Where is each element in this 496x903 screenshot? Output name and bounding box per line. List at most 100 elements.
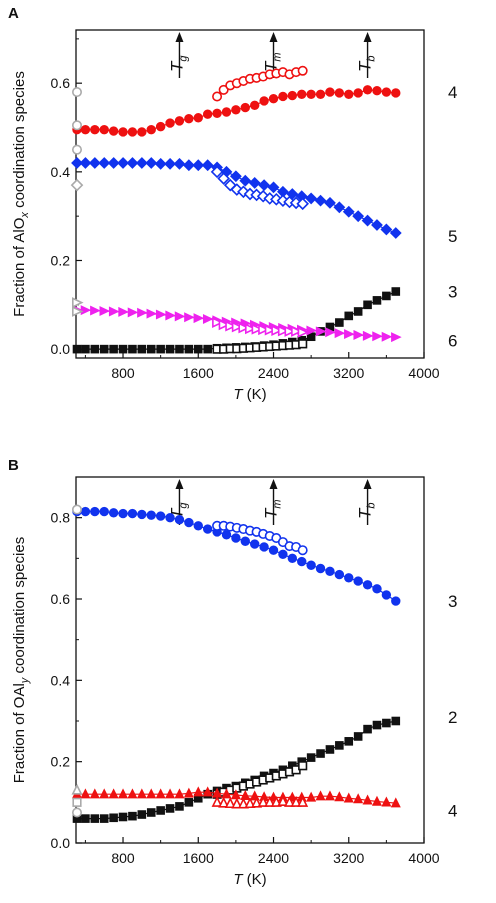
x-tick-label: 3200 — [333, 365, 364, 381]
series-exp-triangle- — [72, 297, 84, 317]
y-tick-label: 0.6 — [51, 591, 71, 607]
data-point — [306, 325, 318, 336]
data-point — [315, 326, 327, 337]
series-exp-circle- — [72, 504, 83, 515]
data-point — [268, 94, 279, 104]
data-point — [297, 89, 307, 99]
data-point — [212, 317, 224, 329]
data-point — [72, 87, 83, 98]
data-point — [156, 806, 165, 815]
data-point — [165, 512, 175, 523]
data-point — [109, 344, 118, 354]
data-point — [108, 126, 119, 136]
data-point — [174, 515, 185, 525]
data-point — [372, 86, 382, 96]
marker-label-sub: m — [272, 499, 284, 508]
data-point — [193, 313, 205, 324]
data-point — [118, 127, 128, 137]
data-point — [325, 327, 336, 338]
y-axis-label-main: Fraction of AlO — [11, 218, 28, 317]
plot-frame — [75, 29, 425, 359]
data-point — [90, 125, 100, 135]
data-point — [118, 306, 129, 317]
x-tick-label: 1600 — [183, 365, 214, 381]
data-point — [381, 331, 393, 342]
data-point — [391, 332, 402, 343]
data-point — [244, 797, 256, 809]
panel-a: A 800 1600 2400 3200 4000 0.0 0.2 0.4 0.6 T (K) Fr… — [8, 5, 457, 403]
data-point — [287, 90, 298, 101]
data-point — [99, 814, 109, 823]
data-point — [72, 807, 83, 818]
data-point — [334, 791, 345, 802]
x-axis-label-unit: (K) — [243, 871, 267, 888]
marker-label: Tb — [356, 502, 378, 519]
data-point — [90, 814, 100, 823]
data-point — [391, 596, 401, 606]
data-point — [155, 309, 167, 320]
marker-arrow-head — [175, 32, 184, 42]
data-point — [353, 576, 363, 586]
data-point — [79, 157, 92, 169]
data-point — [127, 508, 138, 519]
data-point — [173, 157, 186, 170]
series-end-label: 4 — [448, 83, 457, 102]
marker-label-sub: m — [272, 52, 284, 61]
data-point — [70, 178, 84, 192]
y-axis-label-sub: x — [19, 212, 31, 219]
data-point — [137, 509, 147, 520]
y-tick-label: 0.4 — [51, 672, 71, 688]
data-point — [217, 172, 230, 185]
data-point — [193, 521, 203, 531]
data-point — [371, 219, 383, 231]
data-point — [202, 314, 214, 324]
data-point — [211, 795, 223, 807]
series-6 — [72, 305, 402, 343]
data-point — [72, 297, 84, 309]
panel-a-letter: A — [8, 5, 19, 22]
marker-label: Tm — [262, 499, 284, 519]
data-point — [315, 790, 326, 801]
data-point — [72, 120, 83, 131]
data-point — [240, 790, 251, 801]
x-tick-label: 2400 — [258, 850, 289, 866]
data-point — [239, 174, 252, 187]
data-point — [80, 788, 91, 799]
data-point — [184, 312, 195, 323]
data-point — [146, 344, 156, 354]
data-point — [298, 761, 308, 771]
data-point — [324, 196, 336, 209]
data-point — [145, 157, 158, 169]
data-point — [324, 790, 335, 801]
data-point — [277, 795, 289, 807]
data-point — [344, 737, 354, 746]
data-point — [352, 210, 365, 223]
data-point — [362, 85, 373, 95]
y-tick-label: 0.0 — [51, 835, 71, 851]
x-tick-label: 4000 — [408, 365, 439, 381]
data-point — [264, 795, 276, 807]
data-point — [264, 324, 277, 336]
y-tick-label: 0.0 — [51, 341, 71, 357]
x-tick-label: 4000 — [408, 850, 439, 866]
series-3-open- — [212, 339, 308, 354]
data-point — [202, 524, 213, 534]
data-point — [250, 100, 260, 111]
series-exp-square- — [72, 797, 82, 807]
data-point — [258, 324, 270, 336]
series-end-label: 3 — [448, 592, 457, 611]
marker-arrow-head — [363, 479, 372, 489]
data-point — [296, 197, 310, 211]
x-axis-label-main: T — [233, 386, 244, 403]
data-point — [164, 157, 176, 170]
data-point — [382, 718, 391, 728]
data-point — [155, 511, 166, 521]
series-end-label: 2 — [448, 708, 457, 727]
panel-b: B 800 1600 2400 3200 4000 0.0 0.2 0.4 0.6 0.8 T (K… — [8, 457, 457, 888]
marker-label-t: T — [356, 60, 375, 72]
data-point — [224, 797, 236, 809]
marker-label-sub: b — [366, 502, 378, 508]
data-point — [240, 536, 250, 546]
data-point — [380, 223, 393, 236]
data-point — [174, 311, 186, 322]
